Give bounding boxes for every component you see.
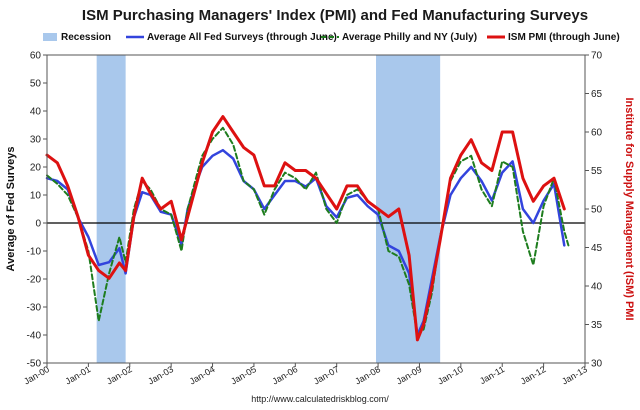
source-url: http://www.calculatedriskblog.com/ [251, 394, 389, 404]
x-tick-label: Jan-07 [312, 364, 341, 386]
legend-fed: Average All Fed Surveys (through June) [147, 32, 337, 43]
x-tick-label: Jan-09 [395, 364, 424, 386]
legend: Recession Average All Fed Surveys (throu… [43, 32, 620, 43]
y-tick-label: -10 [27, 247, 42, 258]
series-philly-ny [46, 126, 570, 336]
y-tick-label: 50 [30, 79, 42, 90]
y-tick-label: 10 [30, 191, 42, 202]
y2-tick-label: 35 [591, 320, 603, 331]
y-tick-label: 30 [30, 135, 42, 146]
x-tick-label: Jan-11 [478, 364, 506, 386]
y-tick-label: -20 [27, 275, 42, 286]
y-tick-label: 20 [30, 163, 42, 174]
y2-tick-label: 60 [591, 128, 603, 139]
y-tick-label: 40 [30, 107, 42, 118]
legend-swatch-recession [43, 33, 57, 41]
y2-tick-label: 70 [591, 51, 603, 62]
x-tick-label: Jan-01 [64, 364, 93, 386]
y2-tick-label: 65 [591, 89, 603, 100]
legend-recession: Recession [61, 32, 111, 43]
y-axis-label: Average of Fed Surveys [5, 147, 17, 272]
y2-tick-label: 50 [591, 205, 603, 216]
y2-tick-label: 40 [591, 282, 603, 293]
y-tick-label: 60 [30, 51, 42, 62]
x-tick-label: Jan-04 [188, 364, 217, 386]
chart-title: ISM Purchasing Managers' Index (PMI) and… [82, 7, 588, 24]
y2-axis-label: Institute for Supply Management (ISM) PM… [623, 97, 635, 320]
y-tick-label: -30 [27, 303, 42, 314]
y-tick-label: 0 [35, 219, 41, 230]
legend-philly: Average Philly and NY (July) [342, 32, 477, 43]
x-tick-label: Jan-02 [105, 364, 134, 386]
x-tick-label: Jan-05 [229, 364, 258, 386]
recession-band-1 [96, 55, 126, 363]
y-tick-label: -40 [27, 331, 42, 342]
recession-band-2 [376, 55, 441, 363]
legend-ism: ISM PMI (through June) [508, 32, 620, 43]
x-tick-label: Jan-10 [436, 364, 465, 386]
y-tick-label: -50 [27, 359, 42, 370]
x-tick-label: Jan-06 [270, 364, 299, 386]
series-ism-pmi [45, 115, 566, 342]
x-tick-label: Jan-13 [560, 364, 589, 386]
plot-area-frame [46, 54, 586, 364]
x-tick-label: Jan-03 [146, 364, 175, 386]
y2-tick-label: 55 [591, 166, 603, 177]
x-tick-label: Jan-12 [519, 364, 548, 386]
y2-tick-label: 45 [591, 243, 603, 254]
y2-tick-label: 30 [591, 359, 603, 370]
x-tick-label: Jan-08 [353, 364, 382, 386]
